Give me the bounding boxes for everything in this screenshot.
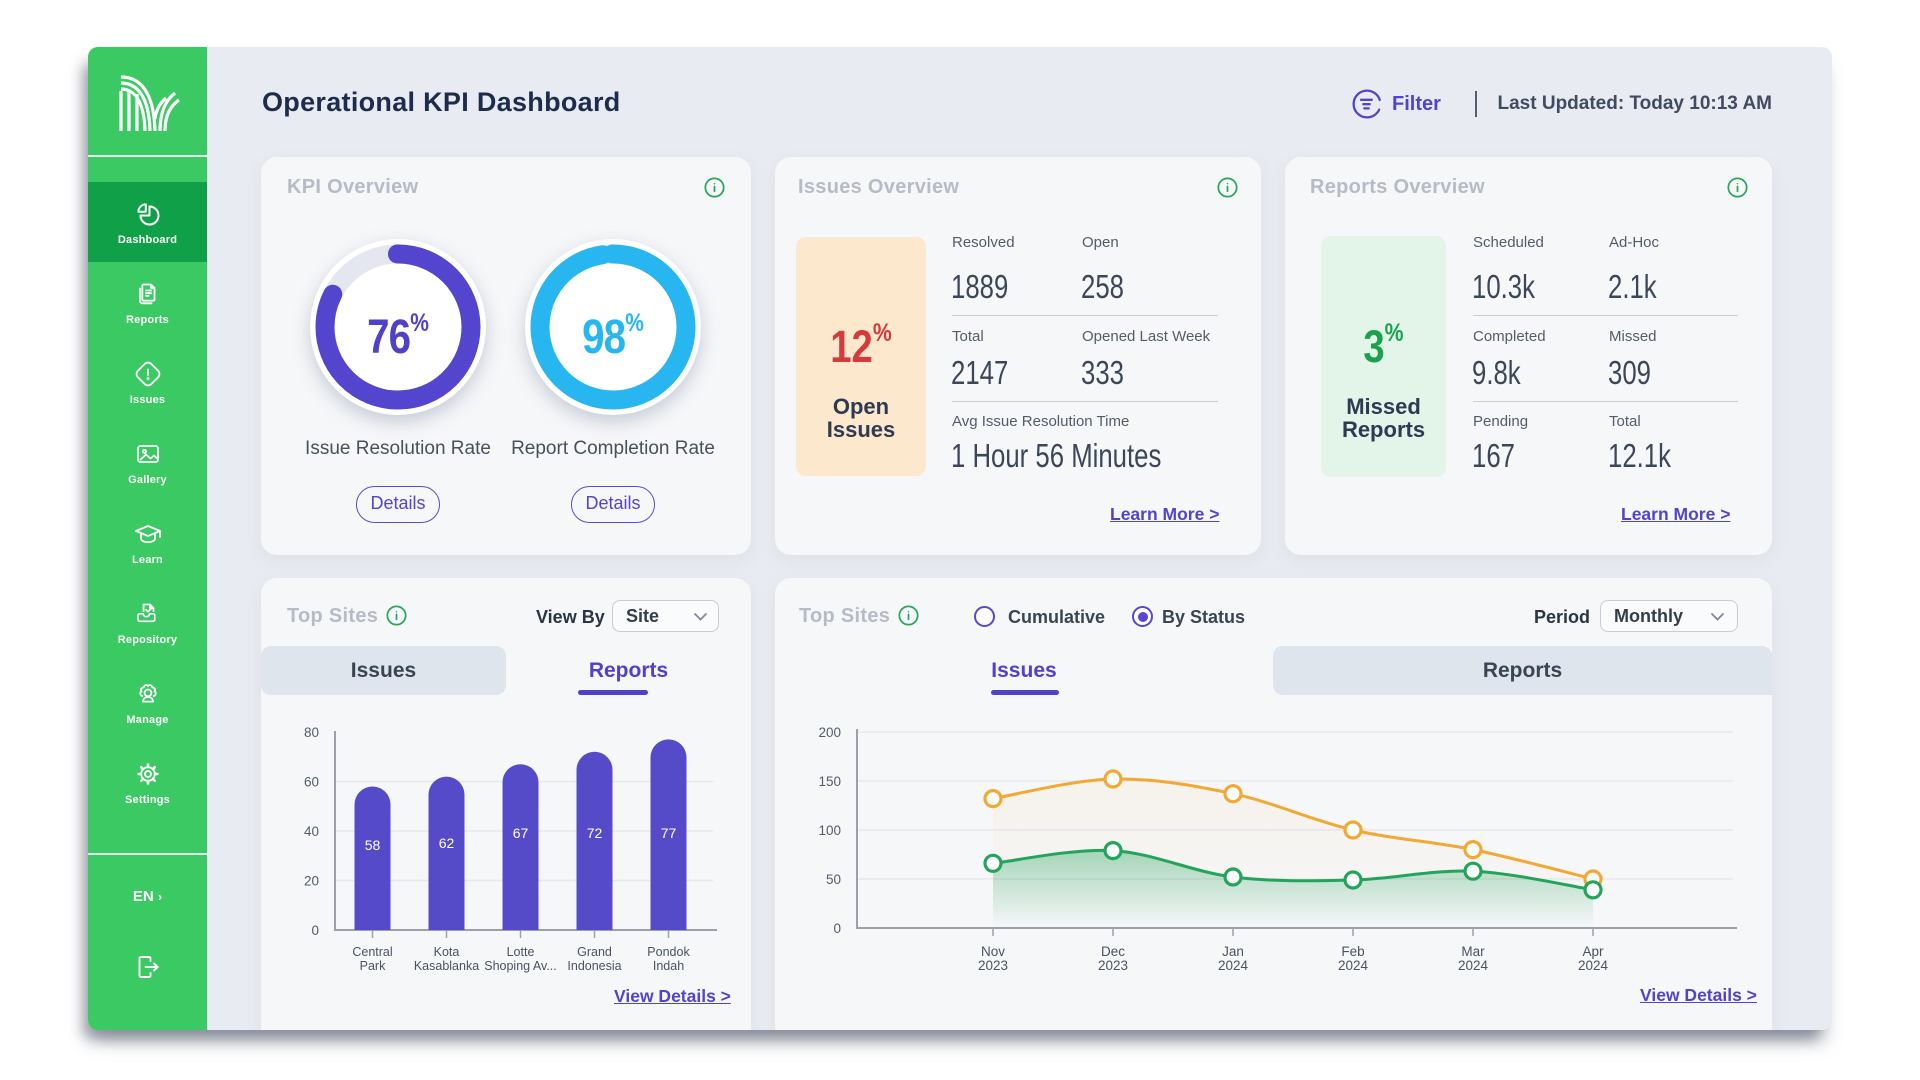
svg-text:67: 67	[513, 825, 529, 841]
svg-text:Grand: Grand	[577, 945, 612, 959]
svg-text:2023: 2023	[978, 958, 1008, 973]
svg-text:20: 20	[304, 874, 319, 889]
svg-text:60: 60	[304, 775, 319, 790]
svg-text:58: 58	[365, 837, 381, 853]
svg-text:77: 77	[661, 825, 677, 841]
svg-text:Mar: Mar	[1461, 944, 1485, 959]
svg-text:150: 150	[818, 774, 841, 789]
svg-text:40: 40	[304, 824, 319, 839]
svg-text:Pondok: Pondok	[647, 945, 690, 959]
svg-text:2023: 2023	[1098, 958, 1128, 973]
svg-text:Feb: Feb	[1341, 944, 1364, 959]
svg-text:Shoping Av...: Shoping Av...	[484, 959, 557, 973]
svg-text:Indonesia: Indonesia	[567, 959, 621, 973]
svg-text:200: 200	[818, 725, 841, 740]
svg-text:2024: 2024	[1218, 958, 1249, 973]
svg-text:Lotte: Lotte	[507, 945, 535, 959]
svg-text:80: 80	[304, 725, 319, 740]
svg-text:2024: 2024	[1338, 958, 1369, 973]
svg-text:2024: 2024	[1578, 958, 1609, 973]
svg-text:72: 72	[587, 825, 603, 841]
svg-text:Indah: Indah	[653, 959, 684, 973]
svg-text:Nov: Nov	[981, 944, 1005, 959]
svg-text:Apr: Apr	[1582, 944, 1604, 959]
svg-text:100: 100	[818, 823, 841, 838]
svg-text:2024: 2024	[1458, 958, 1489, 973]
svg-text:Park: Park	[360, 959, 386, 973]
svg-text:50: 50	[826, 872, 841, 887]
svg-text:62: 62	[439, 835, 455, 851]
svg-text:Kota: Kota	[434, 945, 460, 959]
svg-text:0: 0	[311, 923, 319, 938]
svg-text:Dec: Dec	[1101, 944, 1125, 959]
svg-text:Kasablanka: Kasablanka	[414, 959, 479, 973]
svg-text:Jan: Jan	[1222, 944, 1244, 959]
svg-text:0: 0	[833, 921, 841, 936]
svg-text:Central: Central	[352, 945, 392, 959]
